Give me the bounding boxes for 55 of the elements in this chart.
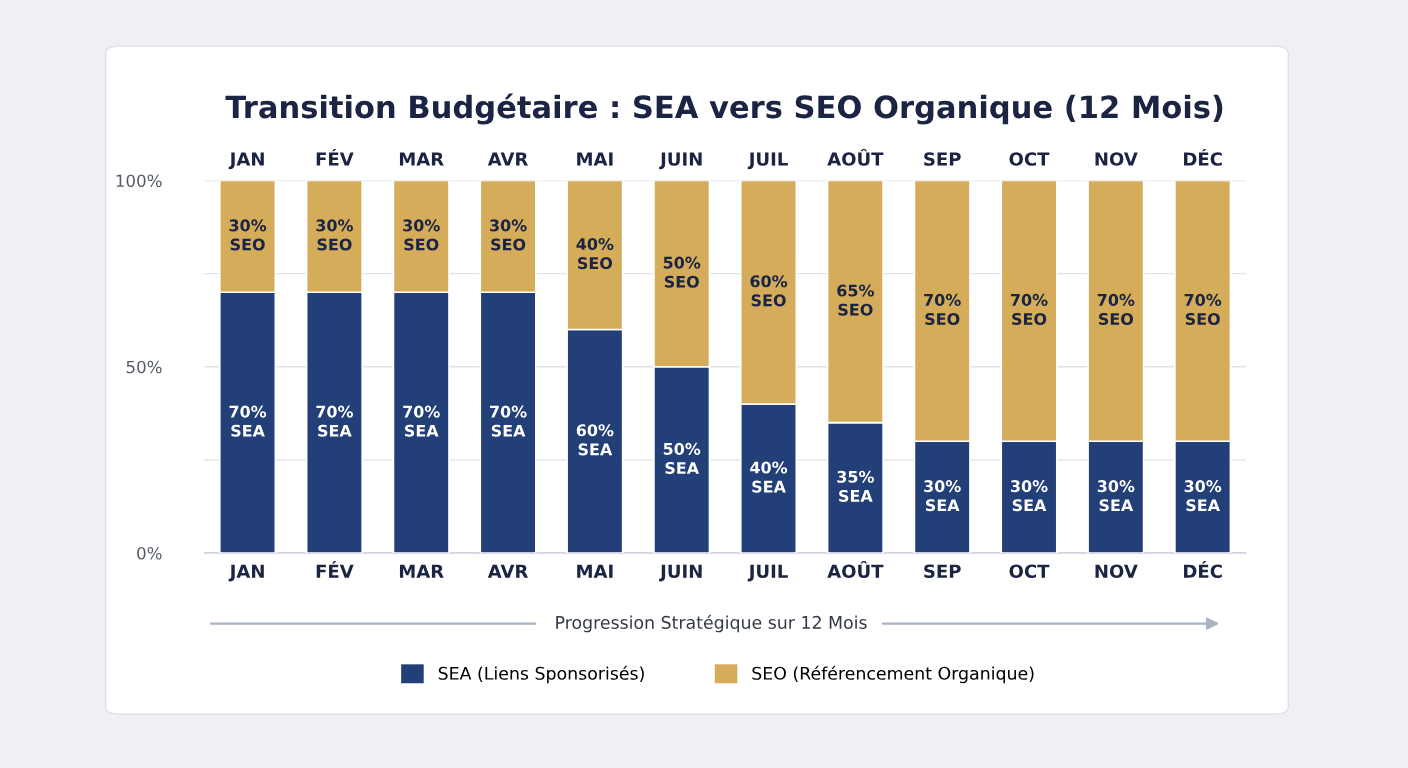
x-tick-label: OCT (1009, 564, 1050, 579)
data-label: 30% SEA (1097, 480, 1135, 512)
data-label: 70% SEA (490, 405, 527, 437)
data-label: 70% SEO (1184, 293, 1222, 326)
category-label: AVR (487, 152, 529, 166)
legend-label: SEA (Liens Sponsorisés) (438, 665, 644, 684)
data-label: 70% SEO (1010, 293, 1048, 326)
category-label: JUIL (747, 152, 788, 170)
category-label: MAR (399, 152, 444, 166)
x-tick-label: SEP (924, 564, 961, 579)
category-label: OCT (1009, 152, 1050, 166)
category-label: NOV (1095, 152, 1138, 166)
y-tick-label: 50% (126, 360, 162, 374)
data-label: 30% SEA (1184, 480, 1222, 512)
x-tick-label: AOÛT (827, 561, 884, 579)
category-label: DÉC (1184, 148, 1222, 166)
x-tick-label: FÉV (316, 561, 354, 578)
x-tick-label: JAN (228, 564, 264, 582)
category-label: JUIN (659, 152, 702, 170)
data-label: 70% SEO (1097, 293, 1135, 326)
data-label: 30% SEA (1010, 480, 1048, 512)
data-label: 30% SEO (403, 219, 440, 251)
data-label: 70% SEA (316, 405, 354, 437)
x-tick-label: DÉC (1184, 561, 1222, 579)
data-label: 35% SEA (837, 470, 874, 502)
x-tick-label: NOV (1095, 564, 1138, 579)
data-label: 70% SEA (403, 405, 440, 437)
x-tick-label: JUIL (747, 564, 788, 582)
category-label: MAI (577, 152, 613, 166)
data-label: 60% SEA (576, 424, 614, 456)
data-label: 30% SEA (924, 480, 961, 512)
data-label: 40% SEA (750, 461, 788, 493)
data-label: 50% SEO (663, 256, 701, 288)
chart-title: Transition Budgétaire : SEA vers SEO Organique (12 Mois) (225, 93, 1223, 125)
data-label: 30% SEO (316, 219, 354, 251)
data-label: 50% SEA (663, 442, 701, 475)
y-tick-label: 0% (137, 546, 162, 560)
data-label: 30% SEO (490, 219, 527, 251)
data-label: 30% SEO (229, 219, 267, 251)
x-tick-label: MAR (399, 564, 444, 578)
data-label: 70% SEO (924, 293, 961, 326)
data-label: 40% SEO (576, 237, 614, 270)
data-label: 70% SEA (229, 405, 267, 437)
category-label: JAN (228, 152, 264, 170)
x-tick-label: JUIN (659, 564, 702, 582)
category-label: AOÛT (827, 148, 884, 166)
x-tick-label: AVR (487, 564, 529, 578)
data-label: 60% SEO (750, 275, 788, 307)
category-label: FÉV (316, 148, 354, 166)
data-label: 65% SEO (837, 284, 874, 316)
legend-label: SEO (Référencement Organique) (752, 665, 1034, 684)
x-tick-label: MAI (577, 564, 613, 578)
category-label: SEP (924, 152, 961, 166)
y-tick-label: 100% (116, 174, 162, 188)
x-axis-title: Progression Stratégique sur 12 Mois (556, 614, 867, 633)
